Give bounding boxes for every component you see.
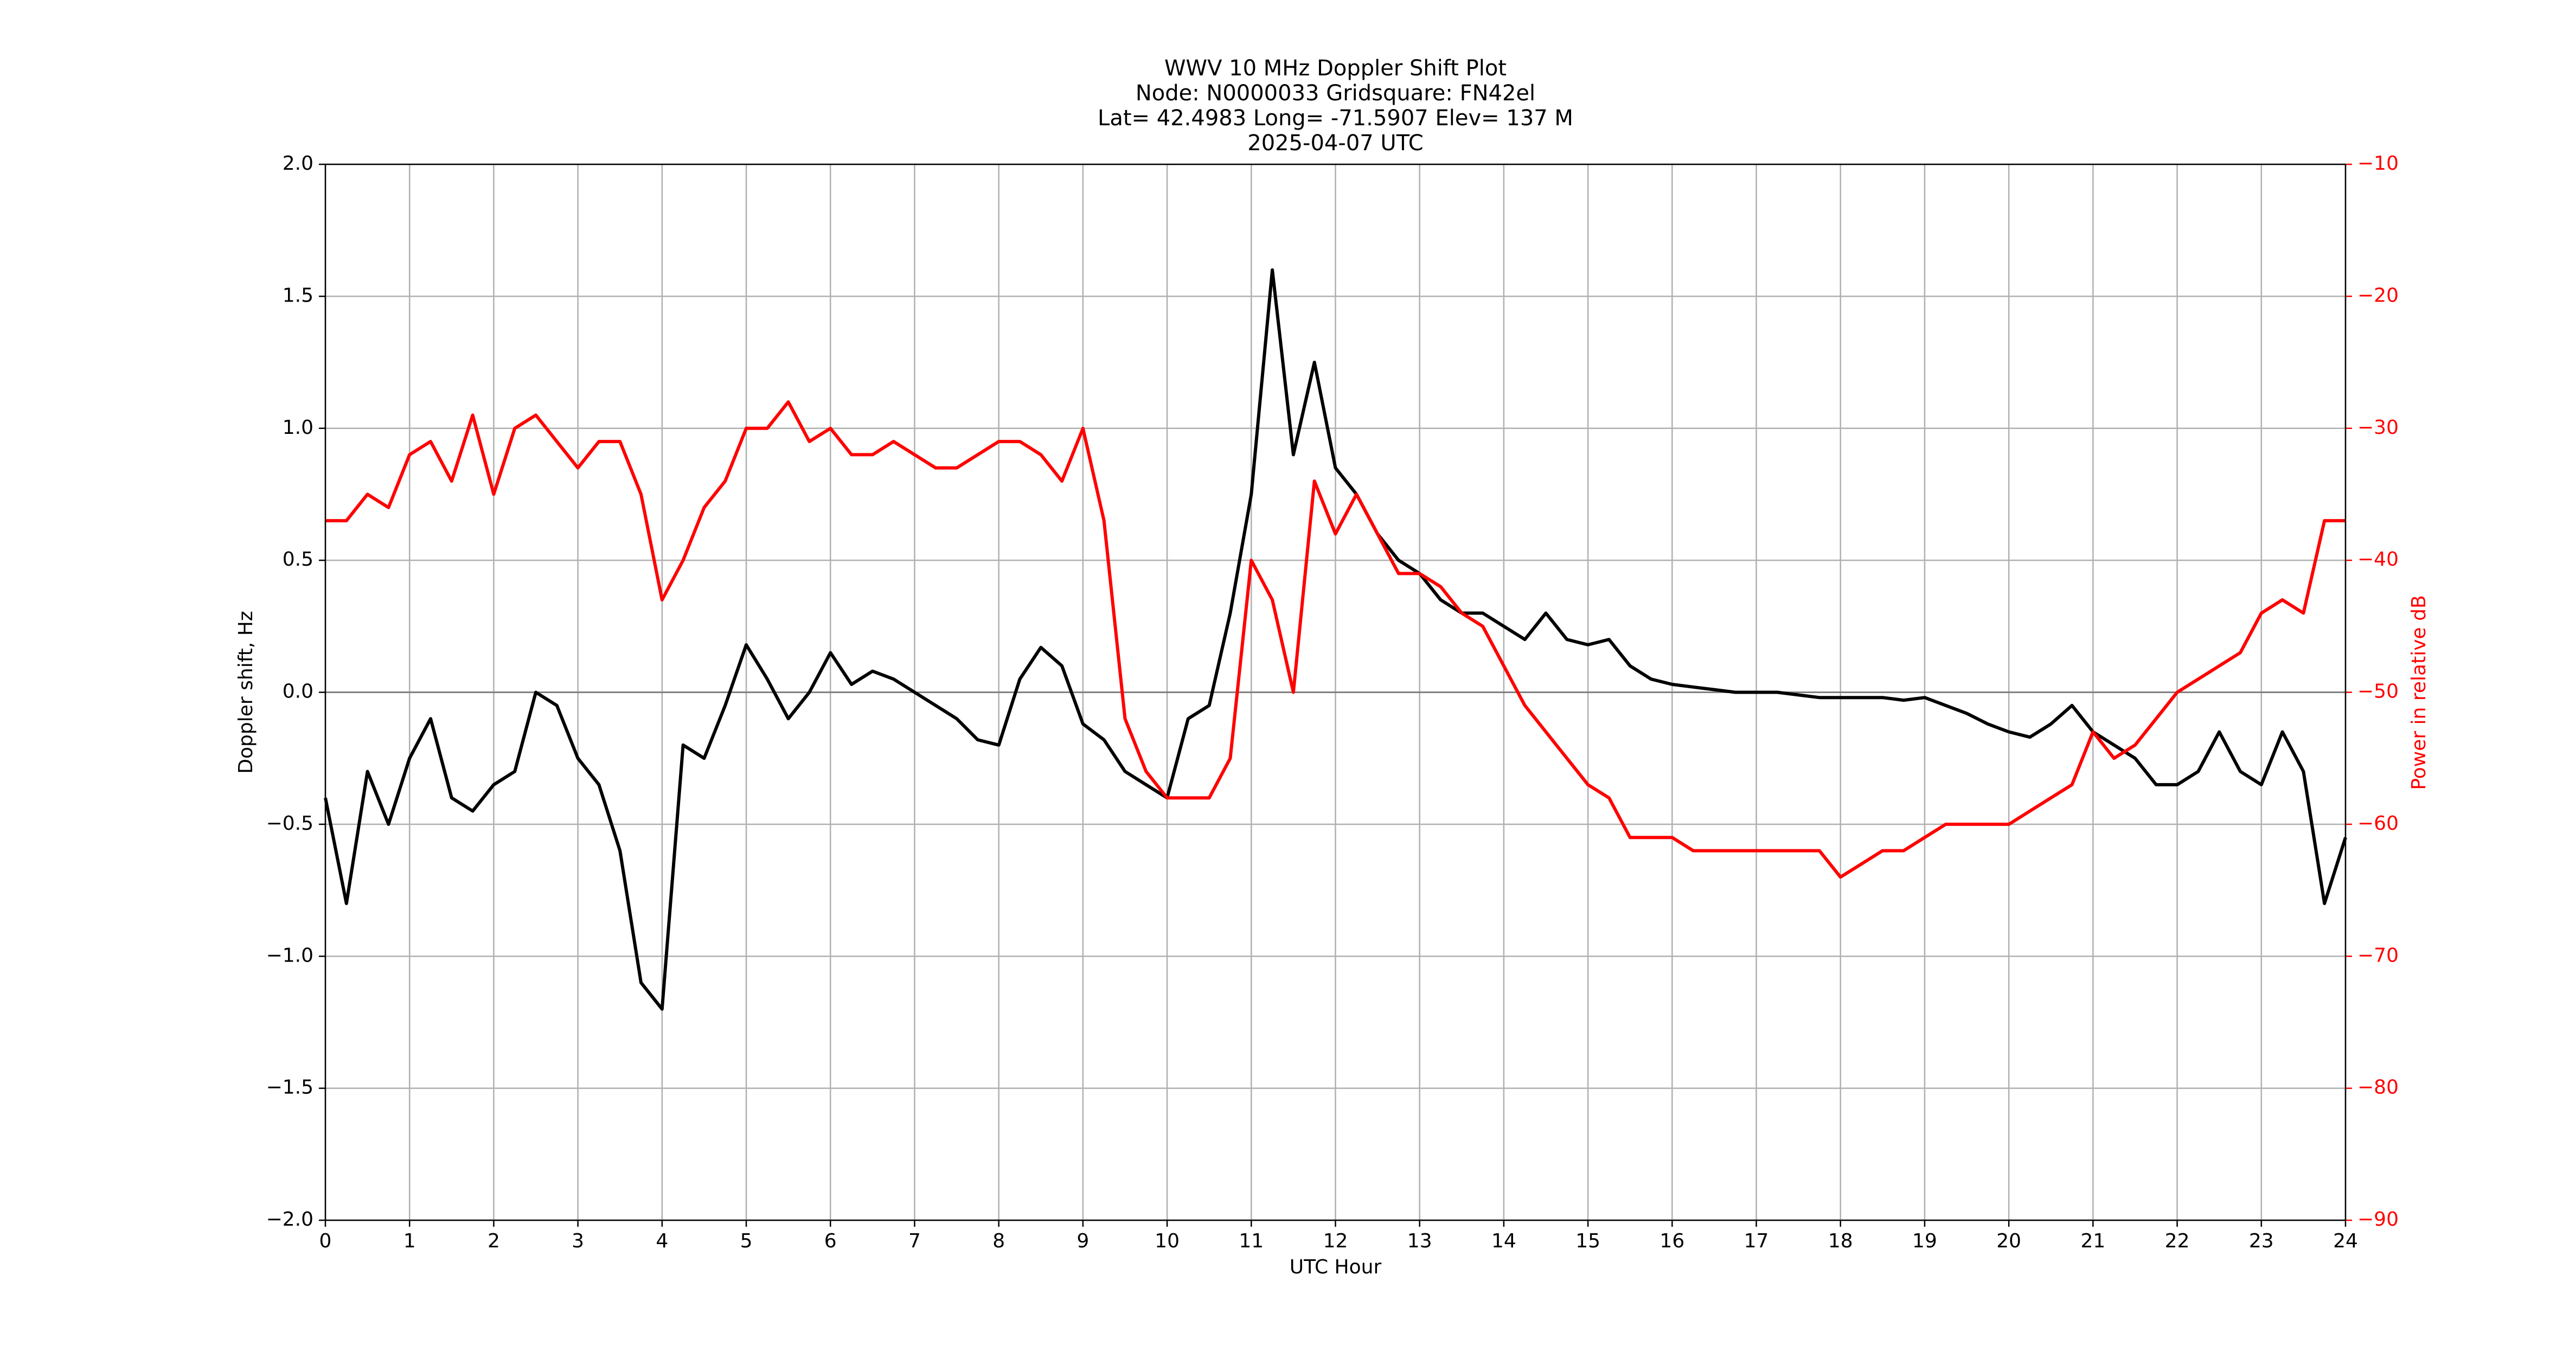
y-tick-label: 0.0	[283, 681, 313, 703]
chart-title: WWV 10 MHz Doppler Shift Plot	[1164, 56, 1507, 81]
y-tick-label: 0.5	[283, 548, 313, 571]
x-tick-label: 11	[1239, 1230, 1264, 1252]
y2-tick-label: −70	[2357, 944, 2399, 966]
y2-tick-label: −20	[2357, 284, 2399, 306]
x-axis-label: UTC Hour	[1290, 1256, 1382, 1278]
x-tick-label: 13	[1407, 1230, 1432, 1252]
x-tick-label: 1	[403, 1230, 416, 1252]
y2-tick-label: −60	[2357, 812, 2399, 835]
x-tick-label: 12	[1323, 1230, 1348, 1252]
y2-tick-label: −90	[2357, 1208, 2399, 1231]
x-tick-label: 8	[992, 1230, 1005, 1252]
chart-title: 2025-04-07 UTC	[1247, 131, 1423, 156]
chart-title: Node: N0000033 Gridsquare: FN42el	[1136, 81, 1535, 106]
x-tick-label: 3	[572, 1230, 584, 1252]
x-tick-label: 23	[2249, 1230, 2274, 1252]
x-tick-label: 9	[1076, 1230, 1089, 1252]
x-tick-label: 22	[2165, 1230, 2190, 1252]
x-tick-label: 21	[2080, 1230, 2105, 1252]
x-tick-label: 4	[656, 1230, 668, 1252]
x-tick-label: 17	[1744, 1230, 1769, 1252]
y-tick-label: 1.0	[283, 417, 313, 439]
plot-frame	[324, 163, 2347, 1221]
y2-tick-label: −10	[2357, 152, 2399, 175]
data-line	[325, 400, 2346, 879]
data-line	[324, 268, 2347, 1011]
chart-title: Lat= 42.4983 Long= -71.5907 Elev= 137 M	[1098, 106, 1573, 131]
x-tick-label: 10	[1155, 1230, 1180, 1252]
x-tick-label: 16	[1659, 1230, 1684, 1252]
x-tick-label: 7	[908, 1230, 921, 1252]
x-tick-label: 24	[2333, 1230, 2358, 1252]
x-tick-label: 6	[824, 1230, 837, 1252]
x-tick-label: 2	[488, 1230, 500, 1252]
x-tick-label: 15	[1575, 1230, 1600, 1252]
x-tick-label: 0	[319, 1230, 332, 1252]
x-tick-label: 18	[1828, 1230, 1853, 1252]
y-tick-label: −2.0	[266, 1208, 313, 1231]
y-tick-label: 1.5	[283, 284, 313, 306]
y2-tick-label: −50	[2357, 681, 2399, 703]
y-tick-label: −0.5	[266, 812, 313, 835]
y2-tick-label: −40	[2357, 548, 2399, 571]
x-tick-label: 20	[1996, 1230, 2021, 1252]
y-axis-label: Doppler shift, Hz	[235, 611, 257, 773]
x-tick-label: 5	[740, 1230, 753, 1252]
x-tick-label: 19	[1912, 1230, 1937, 1252]
y2-tick-label: −80	[2357, 1077, 2399, 1099]
y2-axis-label: Power in relative dB	[2408, 595, 2430, 790]
y-tick-label: 2.0	[283, 152, 313, 175]
x-tick-label: 14	[1491, 1230, 1516, 1252]
y-tick-label: −1.5	[266, 1077, 313, 1099]
y2-tick-label: −30	[2357, 417, 2399, 439]
y-tick-label: −1.0	[266, 944, 313, 966]
